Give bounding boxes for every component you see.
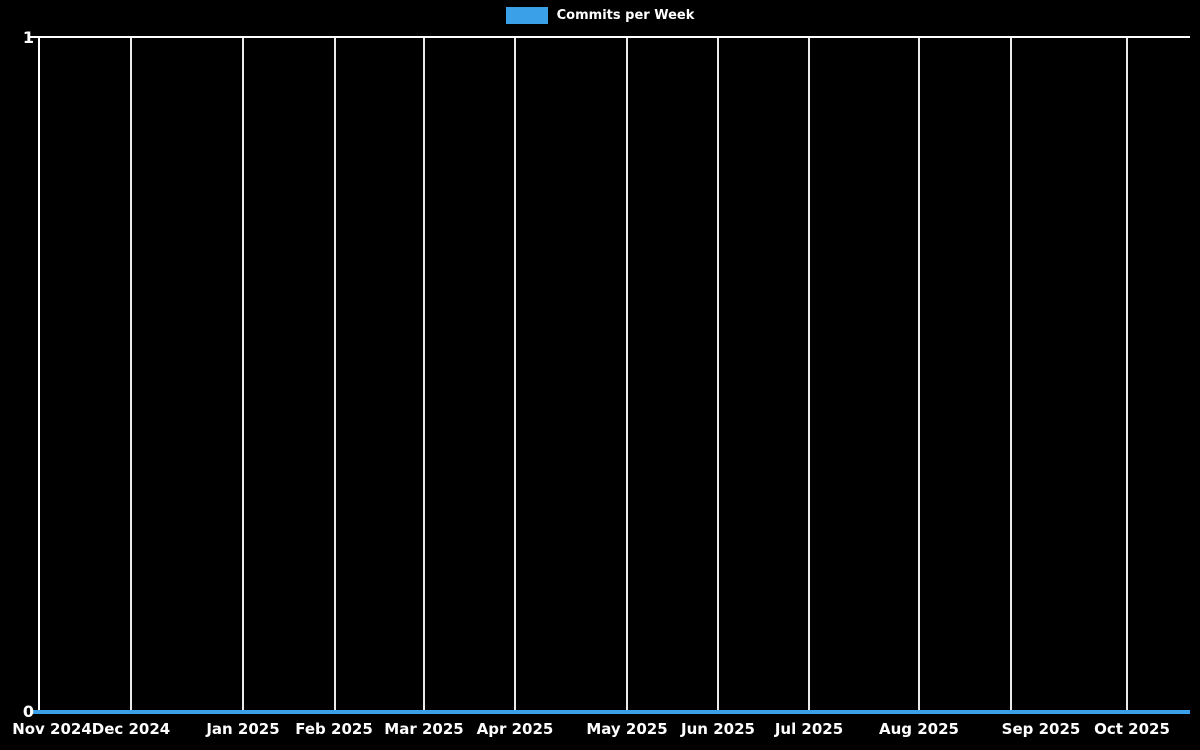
gridline-vertical bbox=[808, 36, 810, 712]
legend-swatch-icon bbox=[505, 6, 548, 24]
x-axis-tick-label: Apr 2025 bbox=[476, 720, 554, 738]
gridline-vertical bbox=[626, 36, 628, 712]
gridline-vertical bbox=[717, 36, 719, 712]
x-axis-tick-label: Dec 2024 bbox=[91, 720, 171, 738]
axis-top-spine bbox=[30, 36, 1190, 38]
x-axis-tick-label: Jun 2025 bbox=[681, 720, 755, 738]
gridline-vertical bbox=[130, 36, 132, 712]
gridline-vertical bbox=[918, 36, 920, 712]
series-line-commits-per-week bbox=[30, 710, 1190, 714]
x-axis-tick-label: Mar 2025 bbox=[384, 720, 464, 738]
gridline-vertical bbox=[423, 36, 425, 712]
x-axis-tick-label: Feb 2025 bbox=[295, 720, 373, 738]
x-axis-tick-label: Jan 2025 bbox=[206, 720, 280, 738]
x-axis-tick-label: Oct 2025 bbox=[1094, 720, 1170, 738]
gridline-vertical bbox=[514, 36, 516, 712]
gridline-vertical bbox=[1010, 36, 1012, 712]
gridline-vertical bbox=[242, 36, 244, 712]
chart-legend: Commits per Week bbox=[0, 0, 1200, 30]
gridline-vertical bbox=[334, 36, 336, 712]
gridline-vertical bbox=[1126, 36, 1128, 712]
x-axis-tick-label: Nov 2024 bbox=[12, 720, 92, 738]
y-axis-tick-label-min: 0 bbox=[22, 702, 34, 721]
y-axis-tick-label-max: 1 bbox=[22, 28, 34, 47]
x-axis-tick-label: Sep 2025 bbox=[1001, 720, 1081, 738]
x-axis-tick-label: Jul 2025 bbox=[774, 720, 844, 738]
x-axis-tick-label: May 2025 bbox=[586, 720, 668, 738]
y-tick-mark-1 bbox=[30, 36, 38, 38]
legend-label: Commits per Week bbox=[556, 7, 695, 23]
x-axis-tick-label: Aug 2025 bbox=[879, 720, 959, 738]
legend-item-commits-per-week[interactable]: Commits per Week bbox=[505, 6, 695, 24]
axis-y-spine bbox=[38, 36, 40, 712]
